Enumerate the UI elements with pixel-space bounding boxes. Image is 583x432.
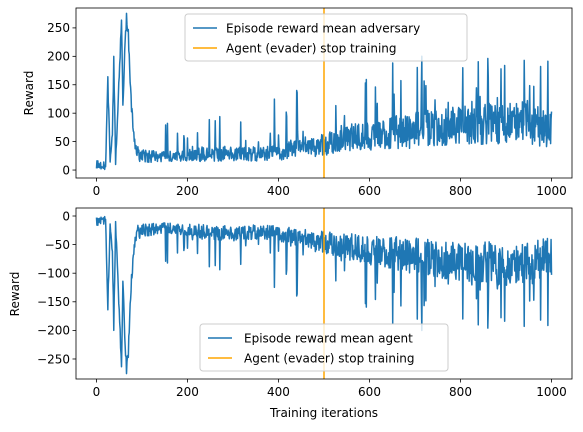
y-axis-label: Reward <box>22 71 36 116</box>
axes-frame <box>75 7 573 179</box>
axes-frame <box>75 207 573 380</box>
x-tick-label: 600 <box>358 385 381 399</box>
y-tick-label: 150 <box>47 78 70 92</box>
x-tick-label: 1000 <box>536 385 567 399</box>
x-tick-label: 200 <box>176 385 199 399</box>
x-tick-label: 800 <box>449 385 472 399</box>
y-tick-label: 0 <box>62 209 70 223</box>
ticks: 0 200 400 600 800 1000 0 −50 −100 −150 −200 −250 <box>37 209 567 399</box>
y-tick-label: 0 <box>62 163 70 177</box>
y-tick-label: 50 <box>55 135 70 149</box>
x-tick-label: 0 <box>93 184 101 198</box>
y-tick-label: −200 <box>37 324 70 338</box>
legend-label-series: Episode reward mean adversary <box>226 22 420 36</box>
legend-box <box>199 323 449 372</box>
x-tick-label: 400 <box>267 184 290 198</box>
y-tick-label: 250 <box>47 21 70 35</box>
legend-label-stop: Agent (evader) stop training <box>226 42 397 56</box>
legend-label-series: Episode reward mean agent <box>244 332 413 346</box>
x-tick-label: 0 <box>93 385 101 399</box>
ticks: 0 200 400 600 800 1000 0 50 100 150 200 250 <box>47 21 567 198</box>
y-tick-label: −50 <box>45 238 70 252</box>
x-tick-label: 200 <box>176 184 199 198</box>
legend-label-stop: Agent (evader) stop training <box>244 352 415 366</box>
y-tick-label: −150 <box>37 295 70 309</box>
x-tick-label: 400 <box>267 385 290 399</box>
x-axis-label: Training iterations <box>269 406 378 420</box>
y-tick-label: 200 <box>47 50 70 64</box>
legend: Episode reward mean agent Agent (evader)… <box>199 323 449 372</box>
x-tick-label: 1000 <box>536 184 567 198</box>
y-tick-label: −250 <box>37 352 70 366</box>
subplot-agent: 0 200 400 600 800 1000 0 −50 −100 −150 −200 −250 Re… <box>8 207 573 420</box>
legend: Episode reward mean adversary Agent (eva… <box>184 13 468 62</box>
x-tick-label: 600 <box>358 184 381 198</box>
legend-box <box>184 13 468 62</box>
y-axis-label: Reward <box>8 272 22 317</box>
x-tick-label: 800 <box>449 184 472 198</box>
y-tick-label: −100 <box>37 266 70 280</box>
y-tick-label: 100 <box>47 106 70 120</box>
